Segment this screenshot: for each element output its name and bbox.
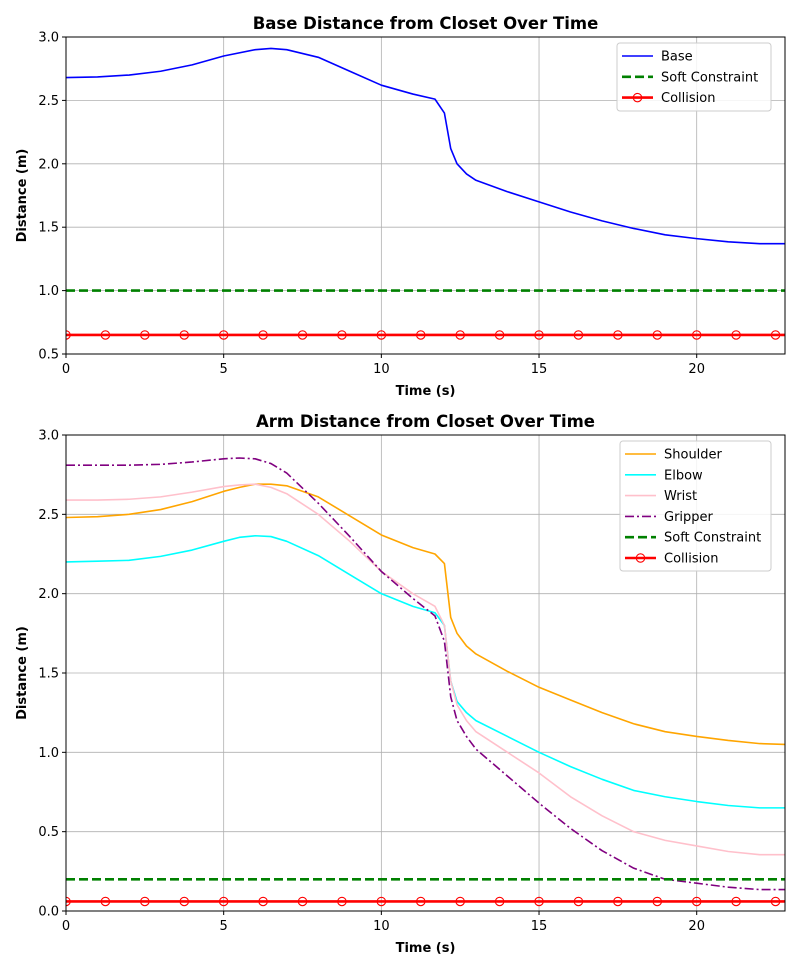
- x-tick-label: 0: [62, 362, 70, 377]
- plot-area: [66, 457, 785, 907]
- legend-label-wrist: Wrist: [664, 489, 697, 504]
- chart-title: Arm Distance from Closet Over Time: [256, 412, 595, 431]
- collision-marker: [100, 330, 111, 340]
- collision-marker: [218, 330, 229, 340]
- x-tick-label: 5: [220, 919, 228, 934]
- collision-marker: [416, 330, 426, 340]
- y-tick-label: 0.5: [38, 825, 59, 840]
- collision-marker: [140, 896, 150, 907]
- legend: Base Soft Constraint Collision: [616, 42, 772, 112]
- y-tick-label: 2.5: [38, 94, 59, 109]
- y-tick-label: 1.0: [38, 284, 59, 299]
- x-tick-label: 10: [373, 919, 390, 934]
- y-tick-label: 0.5: [38, 348, 59, 363]
- collision-marker: [770, 896, 781, 907]
- legend-label-base: Base: [661, 50, 693, 65]
- legend-label-collision: Collision: [664, 552, 718, 567]
- legend-marker-collision: [632, 92, 643, 103]
- y-tick-label: 2.0: [38, 587, 59, 602]
- plot-area: [66, 47, 785, 340]
- collision-marker: [455, 330, 465, 340]
- collision-marker: [652, 330, 663, 340]
- y-tick-label: 2.0: [38, 157, 59, 172]
- collision-marker: [731, 896, 741, 907]
- collision-marker: [573, 330, 584, 340]
- x-tick-label: 15: [531, 919, 548, 934]
- collision-marker: [691, 330, 702, 340]
- collision-marker: [66, 330, 71, 340]
- legend-label-elbow: Elbow: [664, 468, 703, 483]
- x-tick-label: 5: [220, 362, 228, 377]
- legend-marker-collision: [635, 553, 646, 563]
- legend-label-soft-constraint: Soft Constraint: [661, 70, 758, 85]
- shoulder-series-line: [66, 483, 785, 746]
- collision-marker: [179, 896, 190, 907]
- collision-marker: [376, 896, 387, 907]
- collision-marker: [297, 896, 308, 907]
- base-series-line: [66, 47, 785, 245]
- x-tick-label: 0: [62, 919, 70, 934]
- collision-marker: [337, 330, 347, 340]
- collision-marker: [534, 896, 544, 907]
- y-tick-label: 3.0: [38, 31, 59, 46]
- collision-marker: [613, 896, 623, 907]
- y-tick-label: 0.0: [38, 905, 59, 920]
- y-tick-label: 2.5: [38, 508, 59, 523]
- collision-marker: [140, 330, 150, 340]
- legend-box: [619, 440, 772, 572]
- legend-label-shoulder: Shoulder: [664, 448, 723, 463]
- legend-box: [616, 42, 772, 112]
- y-tick-label: 1.5: [38, 221, 59, 236]
- x-tick-label: 20: [688, 919, 705, 934]
- collision-marker: [258, 896, 268, 907]
- collision-marker: [297, 330, 308, 340]
- elbow-series-line: [66, 534, 785, 809]
- collision-marker: [691, 896, 702, 907]
- collision-marker: [376, 330, 387, 340]
- collision-marker: [613, 330, 623, 340]
- chart-title: Base Distance from Closet Over Time: [253, 14, 599, 33]
- legend-label-collision: Collision: [661, 91, 715, 106]
- legend: Shoulder Elbow Wrist Gripper Soft Constraint…: [619, 440, 772, 572]
- y-axis-label: Distance (m): [15, 626, 30, 720]
- legend-label-gripper: Gripper: [664, 510, 714, 525]
- x-axis-label: Time (s): [396, 384, 456, 399]
- collision-marker: [534, 330, 544, 340]
- wrist-series-line: [66, 483, 785, 856]
- x-tick-label: 20: [688, 362, 705, 377]
- collision-marker: [218, 896, 229, 907]
- gripper-series-line: [66, 457, 785, 891]
- collision-marker: [652, 896, 663, 907]
- collision-marker: [179, 330, 190, 340]
- y-tick-label: 1.0: [38, 746, 59, 761]
- y-axis-label: Distance (m): [15, 149, 30, 243]
- collision-marker: [66, 896, 71, 907]
- collision-marker: [337, 896, 347, 907]
- arm-distance-chart: 0 5 10 15 20 0.0 0.5 1.0 1.5 2.0 2.5 3.0 Arm Distanc…: [15, 412, 786, 956]
- collision-marker: [100, 896, 111, 907]
- collision-marker: [455, 896, 465, 907]
- collision-marker: [731, 330, 741, 340]
- x-tick-label: 15: [531, 362, 548, 377]
- x-axis-label: Time (s): [396, 941, 456, 956]
- base-distance-chart: 0 5 10 15 20 0.5 1.0 1.5 2.0 2.5 3.0 Base Distance …: [15, 14, 786, 399]
- y-tick-label: 3.0: [38, 429, 59, 444]
- collision-marker: [573, 896, 584, 907]
- y-tick-label: 1.5: [38, 667, 59, 682]
- collision-marker: [770, 330, 781, 340]
- axes-frame: [65, 434, 786, 912]
- x-tick-label: 10: [373, 362, 390, 377]
- legend-label-soft-constraint: Soft Constraint: [664, 531, 761, 546]
- collision-marker: [494, 896, 505, 907]
- axes-frame: [65, 36, 786, 355]
- collision-marker: [416, 896, 426, 907]
- collision-marker: [494, 330, 505, 340]
- collision-marker: [258, 330, 268, 340]
